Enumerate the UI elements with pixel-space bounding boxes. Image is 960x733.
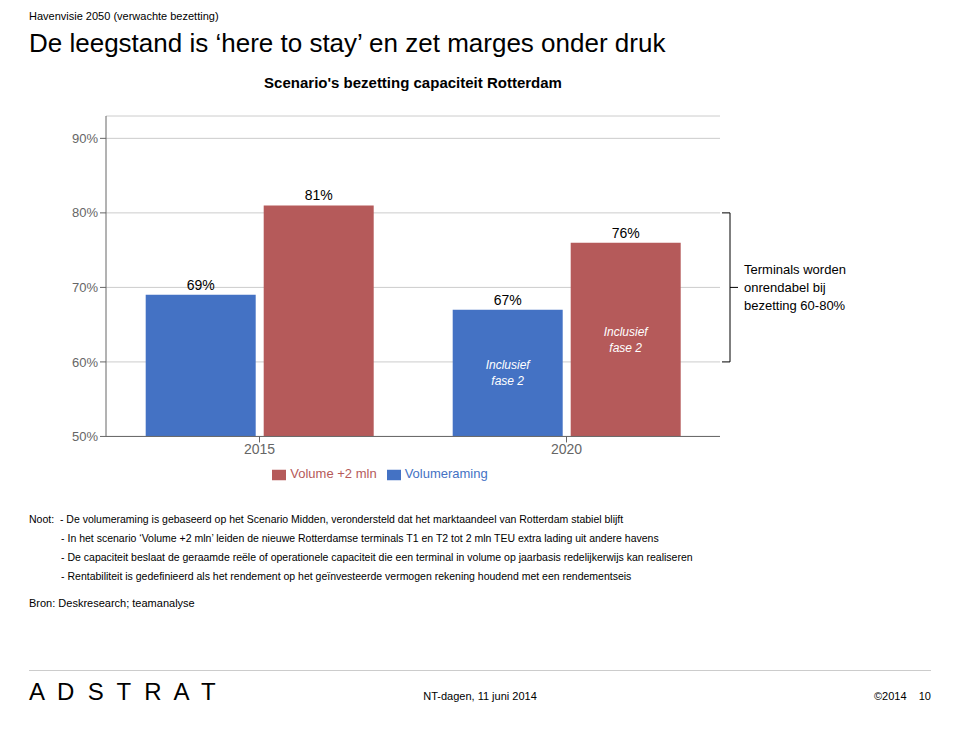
html-text:Havenvisie 2050 (verwachte bez: Havenvisie 2050 (verwachte bezetting) [29, 10, 219, 22]
html-text:Volumeraming: Volumeraming [404, 466, 488, 482]
html-text:Bron: Deskresearch; teamanalys: Bron: Deskresearch; teamanalyse [29, 597, 195, 609]
svg-text:Inclusieffase 2: Inclusieffase 2 [486, 358, 532, 388]
html-text:NT-dagen, 11 juni 2014: NT-dagen, 11 juni 2014 [423, 690, 537, 702]
html-text:A D S T R A T: A D S T R A T [29, 678, 216, 705]
svg-text:Inclusieffase 2: Inclusieffase 2 [604, 325, 650, 355]
svg-text:67%: 67% [494, 292, 522, 308]
svg-text:76%: 76% [612, 225, 640, 241]
svg-text:2020: 2020 [551, 441, 582, 457]
html-text:- De capaciteit beslaat de ger: - De capaciteit beslaat de geraamde reël… [29, 551, 693, 563]
svg-text:70%: 70% [72, 280, 98, 295]
svg-text:80%: 80% [72, 205, 98, 220]
svg-text:90%: 90% [72, 131, 98, 146]
html-text:- In het scenario ‘Volume +2 m: - In het scenario ‘Volume +2 mln’ leiden… [29, 532, 659, 544]
html-text:©2014 10: ©2014 10 [874, 690, 931, 702]
html-text:Noot: - De volumeraming is geb: Noot: - De volumeraming is gebaseerd op … [29, 513, 624, 525]
svg-text:81%: 81% [305, 187, 333, 203]
svg-text:2015: 2015 [244, 441, 275, 457]
svg-text:50%: 50% [72, 429, 98, 444]
html-text:Scenario's bezetting capacitei: Scenario's bezetting capaciteit Rotterda… [264, 74, 562, 91]
svg-text:69%: 69% [187, 277, 215, 293]
html-text:De leegstand is ‘here to stay’: De leegstand is ‘here to stay’ en zet ma… [29, 28, 666, 58]
svg-text:Terminals wordenonrendabel bij: Terminals wordenonrendabel bijbezetting … [744, 262, 846, 313]
html-text:Volume +2 mln: Volume +2 mln [290, 466, 377, 482]
html-text:- Rentabiliteit is gedefinieer: - Rentabiliteit is gedefinieerd als het … [29, 570, 632, 582]
svg-text:60%: 60% [72, 355, 98, 370]
